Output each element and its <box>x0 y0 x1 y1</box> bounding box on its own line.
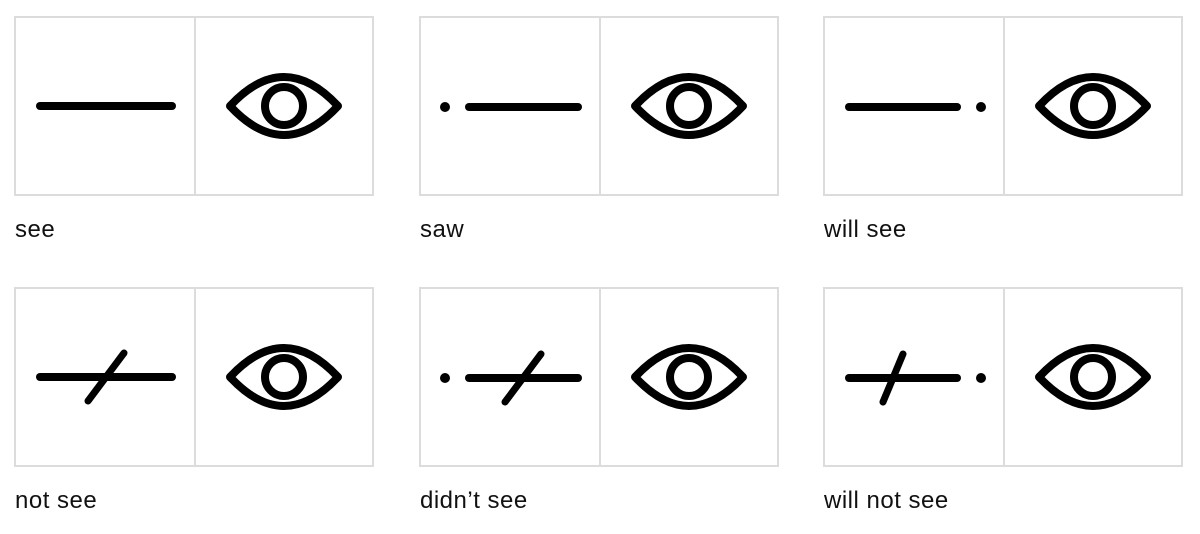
line-symbol <box>36 102 176 110</box>
eye-icon <box>1035 73 1151 139</box>
symbol-card-didnt-see <box>419 287 779 467</box>
dot-line-symbol <box>440 102 582 112</box>
card-divider <box>1003 18 1005 194</box>
symbol-card-will-not-see <box>823 287 1183 467</box>
eye-icon <box>226 73 342 139</box>
caption-will-see: will see <box>824 216 907 243</box>
eye-icon <box>631 73 747 139</box>
eye-icon <box>631 344 747 410</box>
caption-see: see <box>15 216 56 243</box>
card-divider <box>599 289 601 465</box>
line-slash-dot-symbol <box>845 350 986 406</box>
eye-icon <box>226 344 342 410</box>
caption-will-not-see: will not see <box>824 487 949 514</box>
line-slash-symbol <box>36 349 176 405</box>
line-dot-symbol <box>845 102 986 112</box>
caption-not-see: not see <box>15 487 98 514</box>
symbol-card-will-see <box>823 16 1183 196</box>
caption-saw: saw <box>420 216 465 243</box>
symbol-card-see <box>14 16 374 196</box>
card-divider <box>1003 289 1005 465</box>
symbol-card-saw <box>419 16 779 196</box>
symbol-card-not-see <box>14 287 374 467</box>
caption-didnt-see: didn’t see <box>420 487 528 514</box>
card-divider <box>194 289 196 465</box>
eye-icon <box>1035 344 1151 410</box>
card-divider <box>194 18 196 194</box>
dot-line-slash-symbol <box>440 350 582 406</box>
card-divider <box>599 18 601 194</box>
